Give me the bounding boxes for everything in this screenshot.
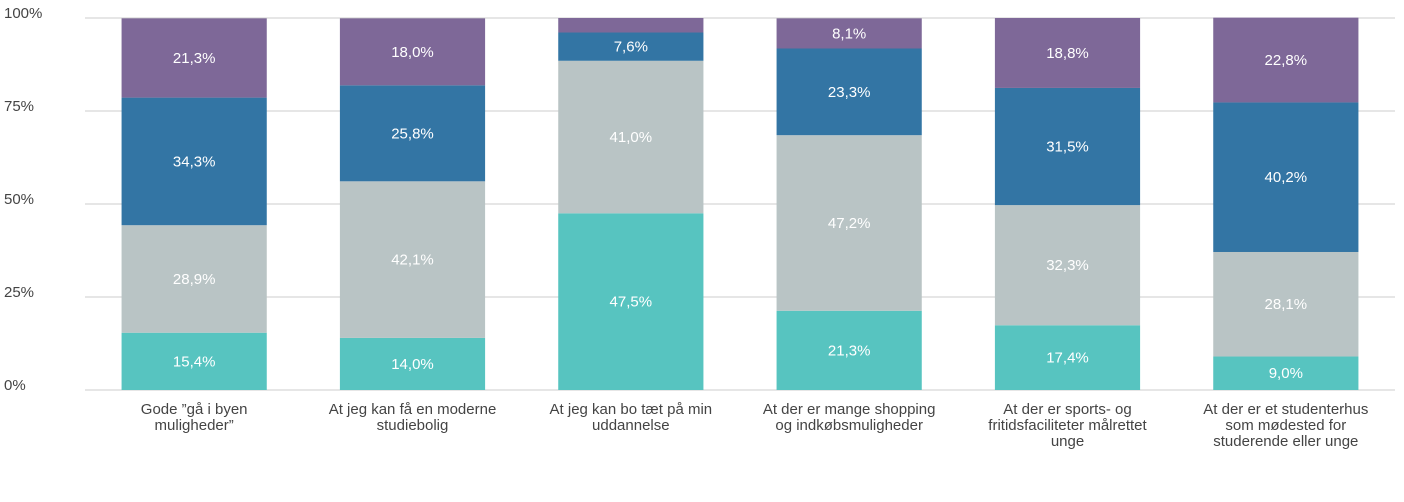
bar-segment (339, 85, 486, 182)
data-label: 18,8% (1046, 45, 1089, 62)
x-tick-label: At der er et studenterhus som mødested f… (1203, 401, 1369, 450)
data-label: 18,0% (391, 44, 434, 61)
y-tick-label: 50% (4, 191, 34, 208)
bar-segment (1213, 251, 1359, 357)
data-label: 34,3% (173, 153, 216, 170)
bar-segment (558, 213, 704, 390)
data-label: 47,2% (828, 215, 871, 232)
data-label: 22,8% (1265, 52, 1308, 69)
y-tick-label: 75% (4, 98, 34, 115)
bar-segment (339, 337, 486, 390)
bar-segment (121, 18, 267, 98)
x-tick-label: Gode ”gå i byen muligheder” (140, 401, 248, 434)
data-label: 25,8% (391, 125, 434, 142)
bar-segment (558, 60, 704, 214)
bar-segment (121, 97, 267, 226)
y-tick-label: 25% (4, 284, 34, 301)
bar-segment (776, 18, 922, 49)
bar-segment (558, 32, 704, 61)
bar-segment (1213, 102, 1359, 252)
bar-segment (776, 48, 922, 136)
bar-segment (558, 18, 704, 33)
bar-segment (121, 332, 267, 390)
bar-segment (339, 18, 486, 86)
data-label: 32,3% (1046, 257, 1089, 274)
bar-segment (1213, 356, 1359, 390)
data-label: 21,3% (828, 342, 871, 359)
x-tick-label: At jeg kan få en moderne studiebolig (328, 401, 497, 434)
y-tick-label: 0% (4, 377, 26, 394)
data-label: 15,4% (173, 353, 216, 370)
data-label: 28,9% (173, 271, 216, 288)
data-label: 41,0% (610, 129, 653, 146)
data-label: 8,1% (832, 25, 866, 42)
bar-segment (121, 225, 267, 333)
bar-segment (776, 310, 922, 390)
data-label: 47,5% (610, 294, 653, 311)
data-label: 42,1% (391, 252, 434, 269)
data-label: 14,0% (391, 356, 434, 373)
data-label: 31,5% (1046, 138, 1089, 155)
bar-segment (994, 205, 1141, 326)
data-label: 23,3% (828, 84, 871, 101)
data-label: 17,4% (1046, 350, 1089, 367)
y-tick-label: 100% (4, 5, 42, 22)
data-label: 28,1% (1265, 296, 1308, 313)
data-label: 40,2% (1265, 169, 1308, 186)
data-label: 21,3% (173, 50, 216, 67)
data-label: 9,0% (1269, 365, 1303, 382)
bar-segment (994, 87, 1141, 206)
x-tick-label: At der er sports- og fritidsfaciliteter … (988, 401, 1147, 450)
bar-segment (994, 18, 1141, 88)
data-label: 7,6% (614, 39, 648, 56)
x-tick-label: At der er mange shopping og indkøbsmulig… (762, 401, 936, 434)
bar-segment (1213, 17, 1359, 103)
bar-segment (994, 325, 1141, 390)
x-tick-label: At jeg kan bo tæt på min uddannelse (549, 401, 713, 434)
bar-segment (776, 135, 922, 311)
bar-segment (339, 181, 486, 338)
